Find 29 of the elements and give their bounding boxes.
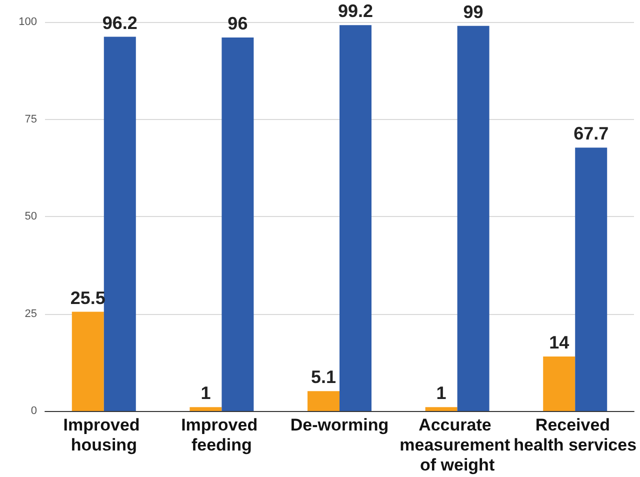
y-tick-label: 50 <box>24 210 37 222</box>
bar <box>190 407 222 411</box>
bar <box>104 36 136 411</box>
data-label: 5.1 <box>310 367 336 388</box>
bar <box>72 312 104 411</box>
y-tick-label: 75 <box>24 113 37 126</box>
x-tick-label: Improved housing <box>63 416 145 454</box>
x-tick-label: Improved feeding <box>181 416 262 454</box>
data-label: 96.2 <box>102 12 138 33</box>
bar <box>308 391 340 411</box>
bar <box>340 25 372 411</box>
y-tick-label: 25 <box>24 308 37 320</box>
data-label: 67.7 <box>574 124 609 144</box>
data-label: 99 <box>463 2 484 22</box>
y-tick-label: 100 <box>18 16 37 28</box>
x-tick-label: Accurate measurement of weight <box>400 416 515 474</box>
data-label: 96 <box>228 14 248 34</box>
y-tick-label: 0 <box>30 405 37 417</box>
data-label: 99.2 <box>338 1 374 22</box>
bar <box>543 356 576 411</box>
data-label: 1 <box>436 383 446 404</box>
bar <box>575 148 608 411</box>
data-label: 1 <box>200 383 211 404</box>
bar <box>222 38 254 411</box>
bar <box>457 26 490 411</box>
bar <box>425 407 458 411</box>
data-label: 14 <box>549 332 570 353</box>
x-tick-label: Received health services <box>514 416 637 454</box>
x-tick-label: De-worming <box>290 416 389 434</box>
